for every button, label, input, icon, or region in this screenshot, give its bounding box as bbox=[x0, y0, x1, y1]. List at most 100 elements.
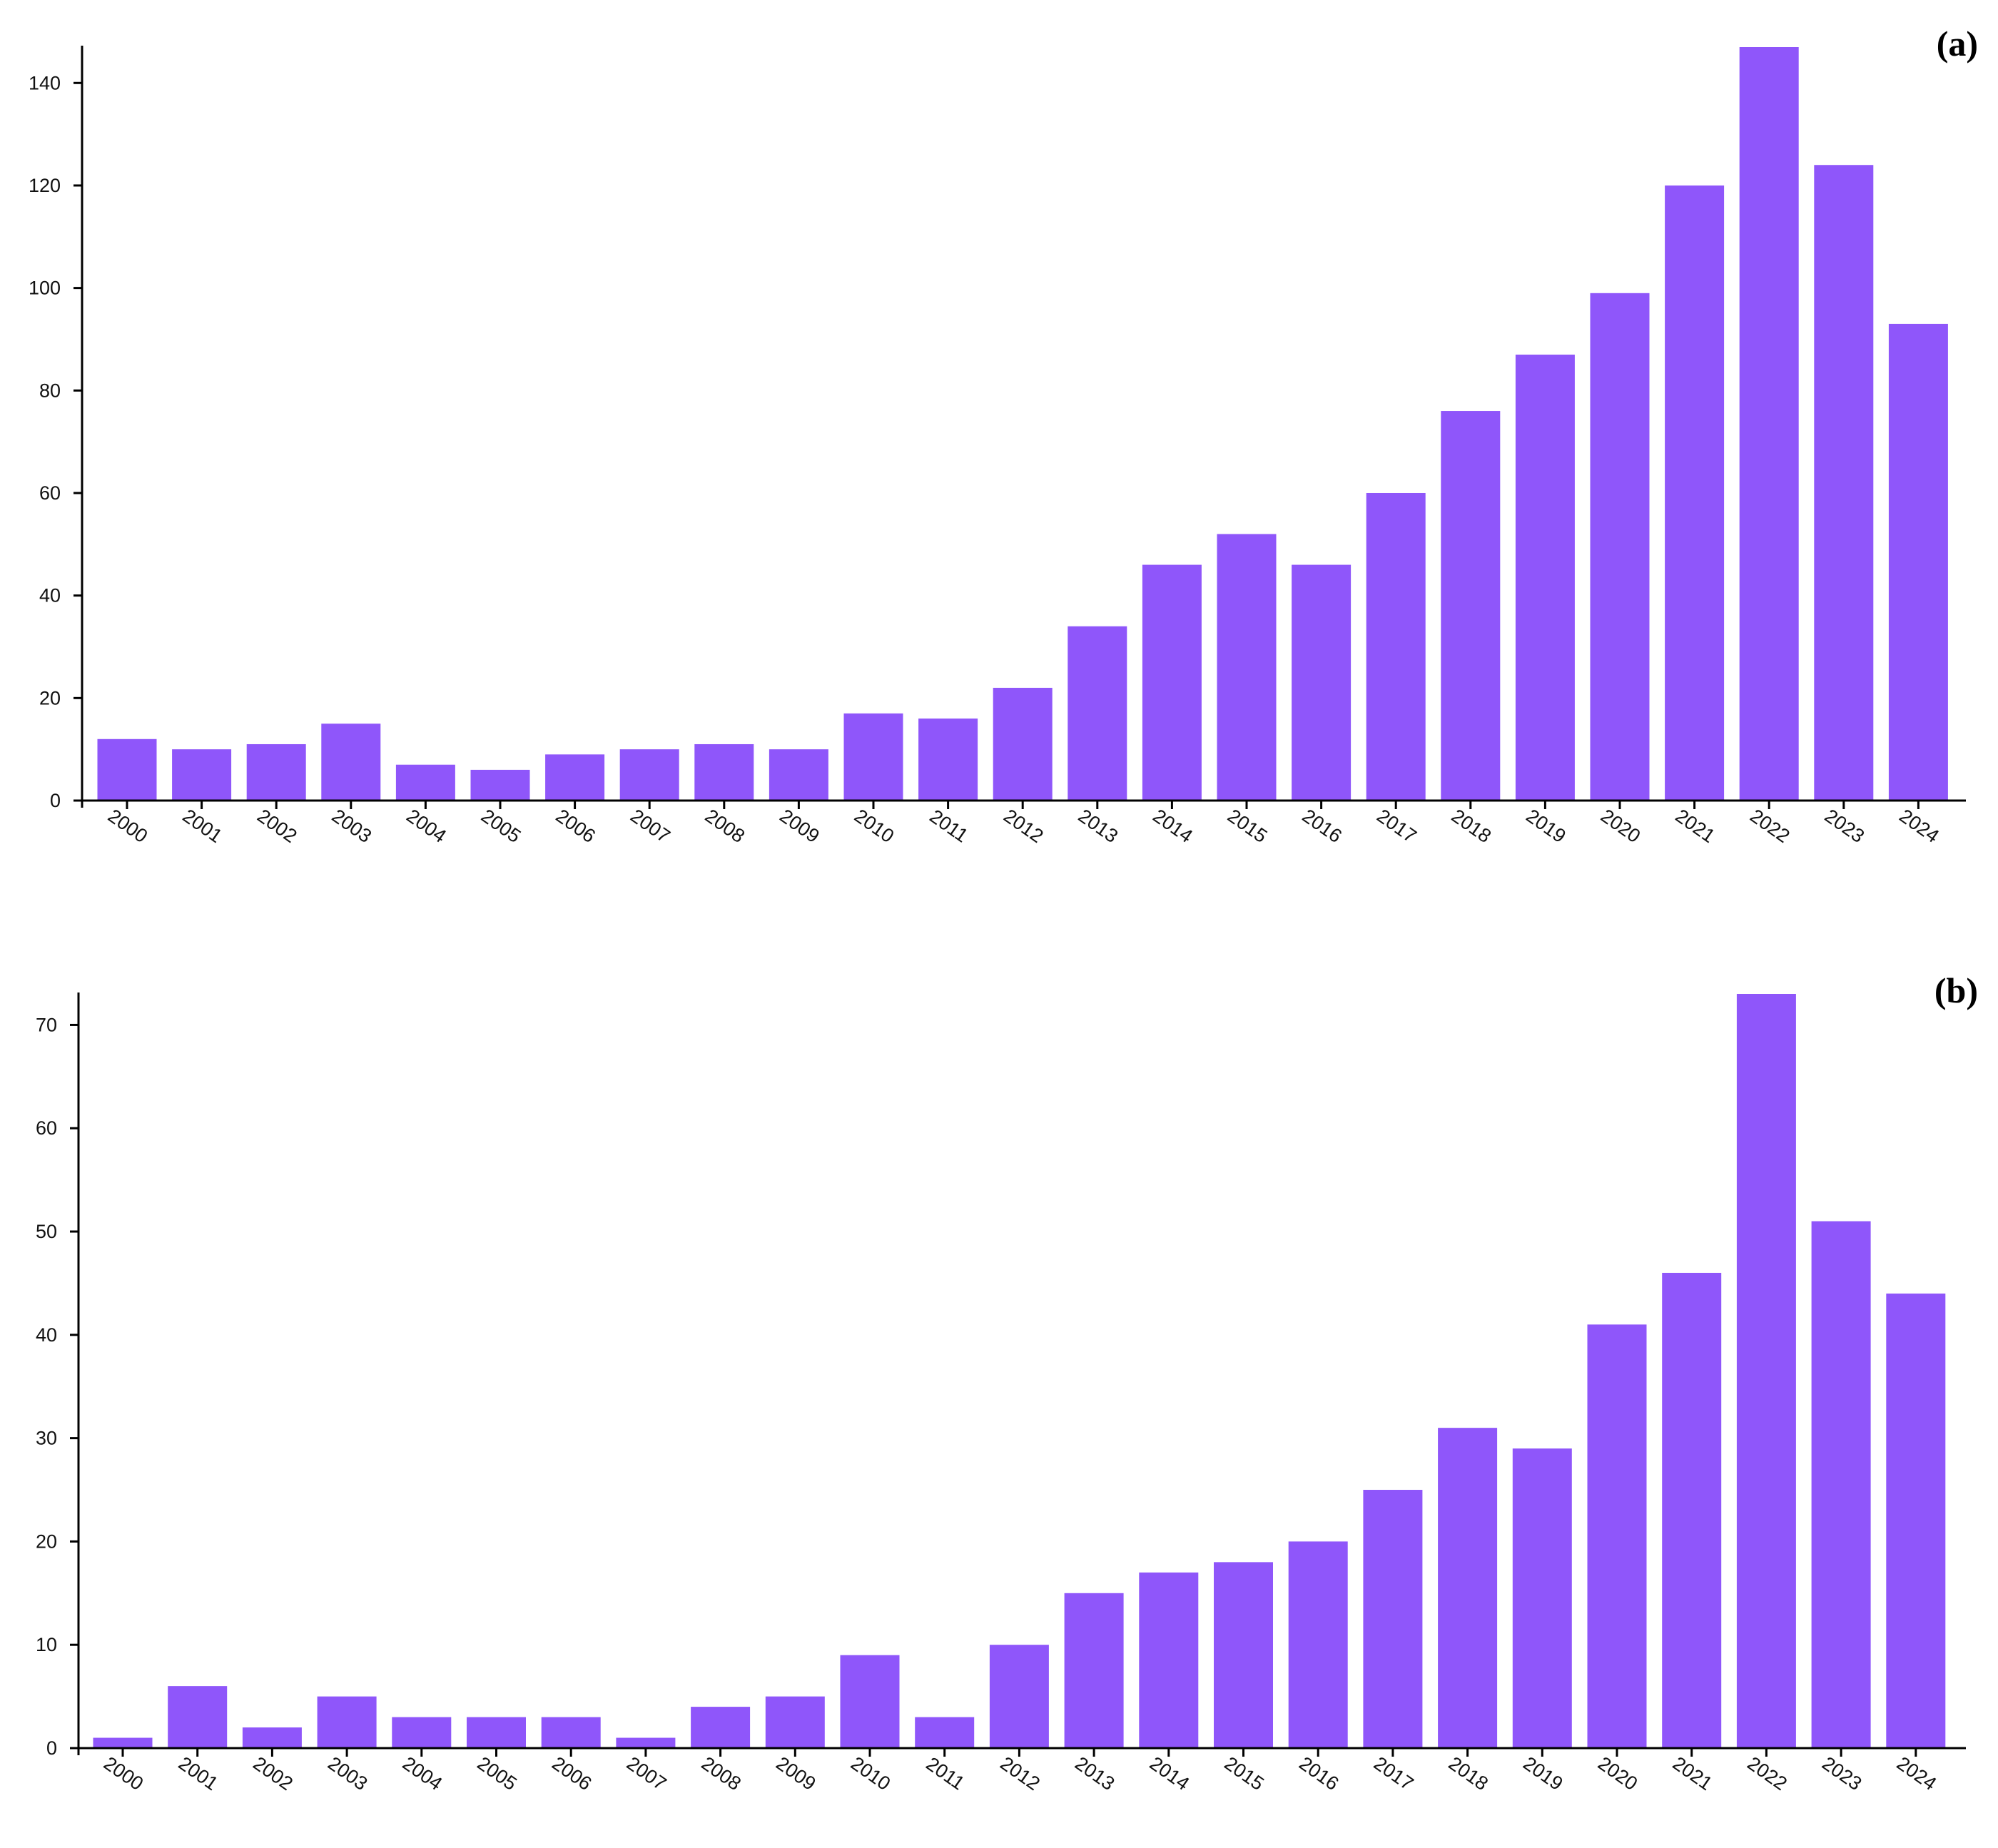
chart1-bar-2019 bbox=[1512, 1448, 1572, 1748]
chart0-bar-2018 bbox=[1441, 411, 1501, 801]
chart0-x-tick-label: 2010 bbox=[851, 805, 898, 847]
chart-panel-b: 0 10 20 30 40 50 60 70 2000 2001 2002 2003 2004 2005 2… bbox=[36, 970, 1978, 1794]
chart1-y-tick-label: 60 bbox=[36, 1117, 57, 1139]
chart1-x-tick-label: 2006 bbox=[548, 1752, 595, 1794]
chart1-bar-2008 bbox=[691, 1707, 751, 1748]
chart0-bar-2008 bbox=[694, 743, 754, 801]
chart1-x-tick-label: 2016 bbox=[1295, 1752, 1342, 1794]
chart1-bar-2015 bbox=[1214, 1562, 1273, 1748]
chart0-y-tick-label: 60 bbox=[39, 482, 61, 504]
chart1-bar-2017 bbox=[1363, 1490, 1423, 1748]
chart0-bar-2015 bbox=[1217, 534, 1277, 801]
chart0-bar-2014 bbox=[1142, 564, 1202, 801]
chart0-x-tick-label: 2014 bbox=[1149, 805, 1196, 847]
chart1-bar-2010 bbox=[840, 1655, 900, 1748]
chart1-bar-2024 bbox=[1886, 1293, 1946, 1748]
chart0-x-tick-label: 2021 bbox=[1672, 805, 1719, 847]
chart0-bar-2004 bbox=[395, 764, 455, 801]
chart1-bar-2005 bbox=[467, 1717, 526, 1748]
chart1-bar-2023 bbox=[1811, 1221, 1871, 1748]
chart0-x-tick-label: 2018 bbox=[1448, 805, 1495, 847]
chart0-x-tick-label: 2017 bbox=[1373, 805, 1420, 847]
chart1-x-tick-label: 2024 bbox=[1893, 1752, 1940, 1794]
chart0-x-tick-label: 2015 bbox=[1224, 805, 1271, 847]
chart1-x-tick-label: 2004 bbox=[399, 1752, 446, 1794]
chart0-bar-2006 bbox=[545, 754, 605, 801]
chart1-bar-2009 bbox=[765, 1696, 825, 1748]
chart0-bar-2016 bbox=[1292, 564, 1352, 801]
chart1-bar-2018 bbox=[1438, 1428, 1498, 1748]
chart0-bar-2022 bbox=[1739, 47, 1799, 801]
chart0-panel-label: (a) bbox=[1937, 24, 1978, 64]
chart0-x-tick-label: 2013 bbox=[1075, 805, 1122, 847]
chart1-bar-2020 bbox=[1587, 1324, 1647, 1748]
chart1-x-tick-label: 2019 bbox=[1519, 1752, 1566, 1794]
chart1-bar-2016 bbox=[1288, 1541, 1348, 1748]
chart1-panel-label: (b) bbox=[1934, 970, 1978, 1010]
chart1-x-tick-label: 2023 bbox=[1818, 1752, 1865, 1794]
chart0-bar-2000 bbox=[97, 738, 157, 801]
chart1-y-tick-label: 70 bbox=[36, 1014, 57, 1035]
chart0-bar-2012 bbox=[993, 687, 1053, 801]
chart1-x-tick-label: 2001 bbox=[175, 1752, 222, 1794]
chart0-x-tick-label: 2024 bbox=[1895, 805, 1942, 847]
chart0-bar-2024 bbox=[1888, 323, 1948, 801]
chart0-x-tick-label: 2008 bbox=[701, 805, 749, 847]
chart0-x-tick-label: 2011 bbox=[926, 806, 972, 847]
chart0-x-tick-label: 2020 bbox=[1597, 805, 1644, 847]
chart1-x-tick-label: 2013 bbox=[1071, 1752, 1118, 1794]
chart0-bar-2003 bbox=[321, 724, 381, 801]
chart1-x-tick-label: 2011 bbox=[922, 1753, 968, 1794]
chart1-bar-2012 bbox=[989, 1645, 1049, 1748]
chart-panel-a: 0 20 40 60 80 100 120 140 2000 2001 2002 2003 2004 20… bbox=[29, 24, 1978, 847]
chart0-y-tick-label: 20 bbox=[39, 687, 61, 709]
chart0-bar-2005 bbox=[470, 769, 530, 801]
chart1-x-tick-label: 2017 bbox=[1370, 1752, 1417, 1794]
chart1-x-tick-label: 2012 bbox=[996, 1752, 1043, 1794]
chart1-x-tick-label: 2002 bbox=[249, 1752, 296, 1794]
chart1-y-tick-label: 50 bbox=[36, 1221, 57, 1242]
chart0-x-tick-label: 2005 bbox=[477, 805, 524, 847]
chart0-bar-2020 bbox=[1590, 293, 1650, 801]
chart1-bar-2007 bbox=[616, 1737, 676, 1748]
chart0-bar-2010 bbox=[843, 713, 903, 801]
chart0-x-tick-label: 2000 bbox=[104, 805, 151, 847]
chart1-x-tick-label: 2010 bbox=[847, 1752, 894, 1794]
chart0-x-tick-label: 2012 bbox=[1000, 805, 1047, 847]
chart0-x-tick-label: 2009 bbox=[776, 805, 823, 847]
chart1-x-tick-label: 2000 bbox=[100, 1752, 147, 1794]
chart1-bar-2000 bbox=[93, 1737, 153, 1748]
chart1-x-tick-label: 2008 bbox=[698, 1752, 745, 1794]
chart0-x-tick-label: 2001 bbox=[179, 805, 226, 847]
chart0-x-tick-label: 2004 bbox=[402, 805, 450, 847]
chart0-x-tick-label: 2019 bbox=[1522, 805, 1569, 847]
chart0-bar-2002 bbox=[246, 743, 306, 801]
chart1-x-tick-label: 2014 bbox=[1146, 1752, 1193, 1794]
chart1-y-tick-label: 40 bbox=[36, 1324, 57, 1346]
chart1-x-tick-label: 2005 bbox=[473, 1752, 520, 1794]
chart1-x-tick-label: 2015 bbox=[1220, 1752, 1267, 1794]
chart1-bar-2001 bbox=[168, 1686, 228, 1748]
chart0-x-tick-label: 2007 bbox=[627, 805, 674, 847]
chart0-bar-2009 bbox=[769, 749, 828, 801]
chart1-bar-2013 bbox=[1064, 1593, 1124, 1748]
chart1-x-tick-label: 2021 bbox=[1669, 1752, 1716, 1794]
chart1-x-tick-label: 2009 bbox=[772, 1752, 819, 1794]
chart0-bar-2019 bbox=[1515, 355, 1575, 801]
chart0-y-tick-label: 40 bbox=[39, 585, 61, 606]
chart1-x-tick-label: 2022 bbox=[1743, 1752, 1790, 1794]
chart0-x-tick-label: 2003 bbox=[328, 805, 375, 847]
chart0-x-tick-label: 2022 bbox=[1746, 805, 1793, 847]
chart0-bar-2023 bbox=[1814, 165, 1874, 801]
chart1-bar-2014 bbox=[1139, 1572, 1199, 1748]
chart0-x-tick-label: 2016 bbox=[1299, 805, 1346, 847]
chart0-bar-2013 bbox=[1068, 626, 1127, 801]
chart1-y-tick-label: 10 bbox=[36, 1634, 57, 1655]
chart1-bar-2004 bbox=[392, 1717, 452, 1748]
chart1-bar-2022 bbox=[1736, 994, 1796, 1748]
chart1-bar-2021 bbox=[1662, 1272, 1722, 1748]
chart1-x-tick-label: 2018 bbox=[1445, 1752, 1492, 1794]
chart1-y-tick-label: 30 bbox=[36, 1428, 57, 1449]
chart1-x-tick-label: 2020 bbox=[1594, 1752, 1641, 1794]
